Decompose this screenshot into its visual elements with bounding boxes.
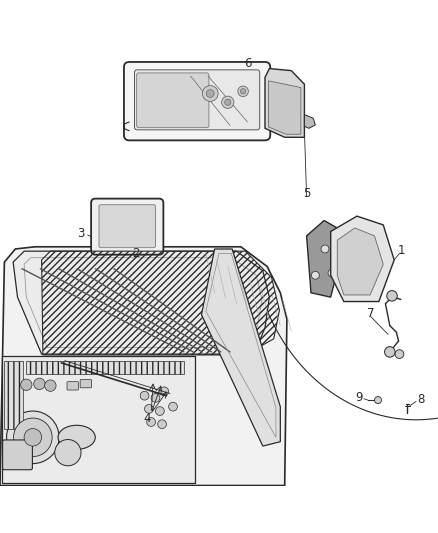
Circle shape	[311, 271, 319, 279]
Polygon shape	[201, 249, 280, 446]
FancyBboxPatch shape	[134, 70, 260, 130]
Circle shape	[387, 290, 397, 301]
Circle shape	[55, 440, 81, 466]
Circle shape	[151, 393, 160, 402]
Polygon shape	[265, 69, 304, 138]
Polygon shape	[268, 81, 301, 134]
Text: 3: 3	[78, 227, 85, 240]
Circle shape	[385, 346, 395, 357]
Polygon shape	[2, 356, 195, 483]
Circle shape	[24, 429, 42, 446]
Circle shape	[225, 99, 231, 106]
Circle shape	[34, 378, 45, 390]
Text: 2: 2	[132, 247, 140, 260]
Circle shape	[21, 379, 32, 391]
Circle shape	[222, 96, 234, 108]
Circle shape	[45, 380, 56, 391]
Circle shape	[202, 86, 218, 101]
Polygon shape	[13, 251, 269, 354]
Text: 1: 1	[398, 244, 406, 257]
Circle shape	[7, 411, 59, 464]
Polygon shape	[337, 228, 383, 295]
Polygon shape	[307, 221, 339, 297]
Circle shape	[145, 405, 153, 413]
Polygon shape	[0, 247, 287, 486]
Text: 7: 7	[367, 307, 374, 320]
Circle shape	[240, 88, 246, 94]
Polygon shape	[331, 216, 394, 302]
Circle shape	[169, 402, 177, 411]
FancyBboxPatch shape	[67, 382, 78, 390]
Bar	[4, 361, 23, 429]
Circle shape	[395, 350, 404, 359]
Circle shape	[160, 387, 169, 395]
Text: 6: 6	[244, 57, 251, 70]
FancyBboxPatch shape	[3, 440, 32, 470]
Circle shape	[158, 420, 166, 429]
Text: 8: 8	[417, 393, 424, 406]
Circle shape	[155, 407, 164, 415]
FancyBboxPatch shape	[80, 379, 92, 388]
FancyBboxPatch shape	[124, 62, 270, 140]
Circle shape	[321, 245, 329, 253]
Text: 9: 9	[355, 391, 363, 405]
Polygon shape	[304, 115, 315, 128]
Ellipse shape	[58, 425, 95, 449]
Text: 5: 5	[303, 187, 310, 200]
Circle shape	[238, 86, 248, 96]
Circle shape	[328, 269, 336, 277]
FancyBboxPatch shape	[137, 73, 209, 128]
Circle shape	[14, 418, 52, 457]
FancyBboxPatch shape	[91, 199, 163, 255]
Circle shape	[206, 90, 214, 98]
Circle shape	[140, 391, 149, 400]
FancyBboxPatch shape	[99, 205, 155, 248]
Circle shape	[147, 418, 155, 426]
Text: 4: 4	[143, 413, 151, 425]
Circle shape	[374, 397, 381, 403]
Bar	[26, 361, 184, 374]
